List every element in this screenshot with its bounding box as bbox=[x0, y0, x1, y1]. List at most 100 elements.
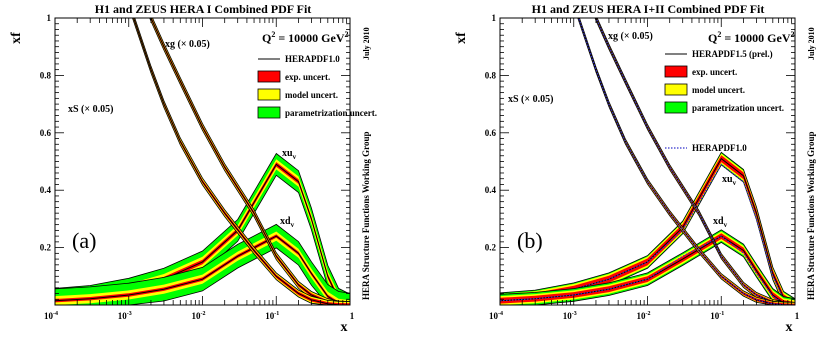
x-tick-label: 10-3 bbox=[563, 311, 577, 321]
x-tick-base: 10 bbox=[265, 311, 275, 321]
x-tick-label: 10-2 bbox=[192, 311, 206, 321]
side-label: HERA Structure Functions Working Group bbox=[806, 131, 816, 300]
xd-exp-band bbox=[500, 233, 795, 305]
curve-label-xS: xS (× 0.05) bbox=[508, 94, 553, 105]
x-tick-exponent: -3 bbox=[572, 311, 577, 317]
x-tick-label: 1 bbox=[350, 311, 355, 321]
legend-label: model uncert. bbox=[692, 85, 745, 95]
x-tick-base: 10 bbox=[489, 311, 499, 321]
scale-label-sup2: 2 bbox=[791, 30, 795, 39]
x-axis-label: x bbox=[786, 320, 793, 335]
xd-herapdf10-line bbox=[500, 235, 795, 305]
scale-label-rest: = 10000 GeV bbox=[275, 31, 344, 45]
xS-band-outline bbox=[132, 18, 350, 305]
x-tick-label: 10-2 bbox=[637, 311, 651, 321]
x-tick-base: 1 bbox=[350, 311, 355, 321]
scale-label: Q2 = 10000 GeV2 bbox=[262, 30, 349, 45]
curve-label-text: xS (× 0.05) bbox=[68, 104, 113, 115]
x-tick-base: 10 bbox=[637, 311, 647, 321]
xu-herapdf10-line bbox=[500, 163, 795, 305]
legend-swatch-model bbox=[664, 83, 688, 96]
y-tick-label: 0.2 bbox=[485, 243, 497, 253]
legend-swatch-exp bbox=[257, 70, 281, 83]
y-axis-label: xf bbox=[454, 32, 469, 44]
xS-herapdf10-line bbox=[578, 18, 795, 305]
x-tick-base: 1 bbox=[795, 311, 800, 321]
legend-label: exp. uncert. bbox=[692, 67, 737, 77]
chart-panel-b: H1 and ZEUS HERA I+II Combined PDF Fit10… bbox=[454, 2, 816, 335]
y-tick-label: 0.8 bbox=[40, 70, 52, 80]
curve-label-text: xg (× 0.05) bbox=[608, 31, 653, 42]
curve-label-sub: v bbox=[291, 221, 295, 229]
y-tick-label: 0.2 bbox=[40, 243, 52, 253]
side-label: July 2010 bbox=[807, 27, 816, 60]
legend: HERAPDF1.5 (prel.) exp. uncert. model unce… bbox=[664, 49, 784, 153]
x-tick-exponent: -4 bbox=[498, 311, 503, 317]
curve-label-text: xd bbox=[713, 216, 724, 227]
x-tick-exponent: -3 bbox=[127, 311, 132, 317]
xg-band-outline bbox=[594, 18, 795, 305]
plot-area bbox=[55, 18, 350, 305]
curve-label-text: xg (× 0.05) bbox=[165, 39, 210, 50]
legend-swatch-exp bbox=[664, 65, 688, 78]
x-tick-exponent: -2 bbox=[646, 311, 651, 317]
xd-central-line bbox=[500, 235, 795, 305]
legend-label: parametrization uncert. bbox=[692, 103, 784, 113]
scale-label-main: Q bbox=[708, 31, 717, 45]
chart-title: H1 and ZEUS HERA I+II Combined PDF Fit bbox=[532, 2, 765, 16]
x-tick-label: 10-4 bbox=[489, 311, 503, 321]
curve-label-text: xS (× 0.05) bbox=[508, 94, 553, 105]
curve-label-xd: xdv bbox=[280, 216, 295, 229]
y-tick-label: 0.6 bbox=[485, 128, 497, 138]
curve-label-xd: xdv bbox=[713, 216, 728, 229]
legend-label: HERAPDF1.0 bbox=[692, 143, 747, 153]
x-tick-label: 10-4 bbox=[44, 311, 58, 321]
plot-area bbox=[500, 18, 795, 305]
y-tick-label: 0.4 bbox=[485, 185, 497, 195]
curve-label-sub: v bbox=[733, 179, 737, 187]
panel-label: (a) bbox=[72, 228, 96, 253]
x-tick-base: 10 bbox=[710, 311, 720, 321]
legend-swatch-model bbox=[257, 88, 281, 101]
xg-band-outline bbox=[149, 18, 350, 305]
legend: HERAPDF1.0 exp. uncert. model uncert. param… bbox=[257, 54, 377, 119]
x-tick-base: 10 bbox=[192, 311, 202, 321]
x-tick-base: 10 bbox=[563, 311, 573, 321]
curve-label-xg: xg (× 0.05) bbox=[608, 31, 653, 42]
xS-band-outline bbox=[577, 18, 795, 305]
panel-label: (b) bbox=[517, 228, 543, 253]
x-axis-label: x bbox=[341, 320, 348, 335]
curve-label-xu: xuv bbox=[282, 148, 297, 161]
side-label: HERA Structure Functions Working Group bbox=[361, 131, 371, 300]
x-tick-exponent: -1 bbox=[719, 311, 724, 317]
scale-label-sup: 2 bbox=[717, 30, 721, 39]
curve-label-text: xu bbox=[282, 148, 293, 159]
legend-label: parametrization uncert. bbox=[285, 108, 377, 118]
x-tick-exponent: -1 bbox=[274, 311, 279, 317]
y-tick-label: 0.4 bbox=[40, 185, 52, 195]
legend-label: HERAPDF1.0 bbox=[285, 54, 340, 64]
scale-label-sup2: 2 bbox=[345, 30, 349, 39]
xd-exp-band bbox=[55, 234, 350, 305]
y-tick-label: 1 bbox=[492, 13, 497, 23]
y-tick-label: 0.8 bbox=[485, 70, 497, 80]
xd-central-line bbox=[55, 235, 350, 305]
scale-label: Q2 = 10000 GeV2 bbox=[708, 30, 795, 45]
legend-label: exp. uncert. bbox=[285, 72, 330, 82]
legend-swatch-param bbox=[257, 106, 281, 119]
y-tick-label: 0.6 bbox=[40, 128, 52, 138]
x-tick-label: 10-1 bbox=[265, 311, 279, 321]
xd-param-band bbox=[55, 224, 350, 305]
side-label: July 2010 bbox=[362, 27, 371, 60]
x-tick-label: 10-3 bbox=[118, 311, 132, 321]
x-tick-exponent: -2 bbox=[201, 311, 206, 317]
xg-central-line bbox=[595, 18, 795, 305]
scale-label-sup: 2 bbox=[271, 30, 275, 39]
curve-label-text: xu bbox=[722, 174, 733, 185]
x-tick-label: 1 bbox=[795, 311, 800, 321]
curve-label-text: xd bbox=[280, 216, 291, 227]
scale-label-rest: = 10000 GeV bbox=[721, 31, 790, 45]
y-axis-label: xf bbox=[9, 32, 24, 44]
